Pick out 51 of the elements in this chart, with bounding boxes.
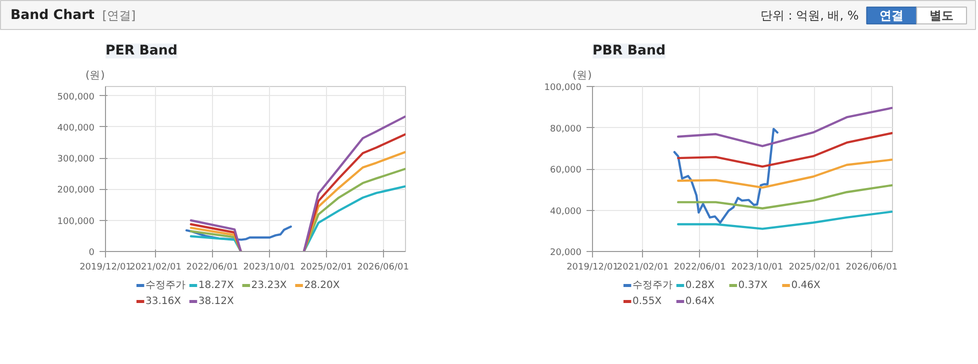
- x-tick-label: 2019/12/01: [566, 262, 618, 272]
- y-tick-label: 400,000: [57, 123, 95, 134]
- y-tick-label: 300,000: [57, 154, 95, 165]
- x-tick-label: 2026/06/01: [357, 262, 409, 272]
- chart-title: PBR Band: [592, 44, 666, 58]
- y-tick-label: 0: [88, 248, 95, 258]
- y-axis-title: (원): [86, 68, 105, 82]
- text: 단위 : 억원, 배, %: [760, 8, 859, 22]
- x-tick-label: 2019/12/01: [80, 262, 132, 272]
- x-tick-label: 2025/02/01: [300, 262, 352, 272]
- y-tick-label: 100,000: [57, 216, 95, 227]
- y-axis-title: (원): [572, 68, 592, 82]
- legend-label: 0.37X: [738, 280, 768, 291]
- legend-label: 0.55X: [632, 296, 662, 307]
- x-tick-label: 2023/10/01: [731, 262, 784, 272]
- line-series: [185, 225, 292, 241]
- text: 별도: [930, 8, 954, 22]
- legend-label: 0.64X: [685, 296, 715, 307]
- line-series: [677, 210, 892, 230]
- legend-label: 38.12X: [198, 296, 234, 307]
- x-tick-label: 2026/06/01: [846, 262, 898, 272]
- y-tick-label: 500,000: [57, 92, 95, 102]
- x-tick-label: 2021/02/01: [130, 262, 182, 272]
- legend-label: 18.27X: [198, 280, 234, 291]
- legend-label: 28.20X: [304, 280, 340, 291]
- legend-label: 33.16X: [146, 296, 182, 307]
- x-tick-label: 2023/10/01: [243, 262, 296, 272]
- legend-label: 수정주가: [146, 280, 186, 291]
- text: [연결]: [102, 8, 136, 22]
- y-tick-label: 40,000: [550, 206, 582, 217]
- y-tick-label: 200,000: [57, 186, 95, 196]
- line-series: [677, 158, 892, 189]
- x-tick-label: 2022/06/01: [674, 262, 726, 272]
- legend-label: 0.46X: [791, 280, 820, 291]
- legend-label: 수정주가: [632, 280, 672, 291]
- line-series: [673, 128, 778, 224]
- legend-label: 23.23X: [251, 280, 287, 291]
- x-tick-label: 2025/02/01: [788, 262, 841, 272]
- line-series: [677, 106, 892, 148]
- line-series: [677, 184, 892, 210]
- y-tick-label: 80,000: [550, 124, 582, 134]
- text: Band Chart: [10, 8, 96, 23]
- chart-title: PER Band: [106, 44, 178, 58]
- y-tick-label: 20,000: [550, 248, 582, 258]
- text: 연결: [880, 8, 904, 22]
- x-tick-label: 2021/02/01: [616, 262, 669, 272]
- legend-label: 0.28X: [685, 280, 715, 291]
- line-series: [677, 132, 892, 168]
- y-tick-label: 100,000: [544, 83, 582, 93]
- x-tick-label: 2022/06/01: [186, 262, 238, 272]
- y-tick-label: 60,000: [550, 166, 582, 176]
